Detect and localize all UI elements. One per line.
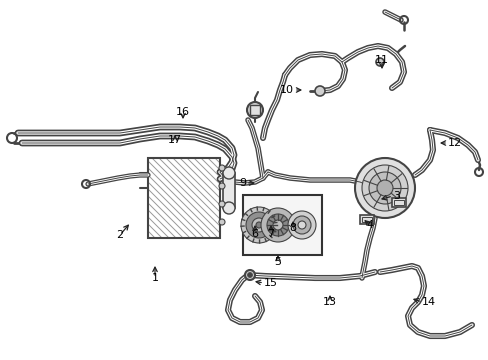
Circle shape bbox=[354, 158, 414, 218]
Text: 2: 2 bbox=[116, 230, 123, 240]
Circle shape bbox=[376, 180, 392, 196]
Text: 5: 5 bbox=[274, 257, 281, 267]
Circle shape bbox=[244, 270, 254, 280]
Text: 10: 10 bbox=[280, 85, 293, 95]
Text: 1: 1 bbox=[151, 273, 158, 283]
Bar bbox=[249, 105, 260, 115]
Circle shape bbox=[292, 216, 310, 234]
Circle shape bbox=[297, 221, 305, 229]
Circle shape bbox=[361, 165, 407, 211]
Circle shape bbox=[245, 212, 271, 238]
Bar bbox=[391, 198, 405, 207]
Bar bbox=[243, 195, 321, 255]
Circle shape bbox=[256, 222, 262, 228]
Text: 16: 16 bbox=[176, 107, 190, 117]
Text: 6: 6 bbox=[251, 229, 258, 239]
Bar bbox=[223, 173, 235, 208]
Circle shape bbox=[241, 207, 276, 243]
Circle shape bbox=[246, 102, 263, 118]
Text: 11: 11 bbox=[374, 55, 388, 65]
Text: 14: 14 bbox=[421, 297, 435, 307]
Circle shape bbox=[375, 58, 383, 66]
Bar bbox=[359, 215, 373, 224]
Circle shape bbox=[272, 220, 283, 230]
Bar bbox=[361, 217, 371, 222]
Circle shape bbox=[219, 201, 224, 207]
Text: 17: 17 bbox=[167, 135, 182, 145]
Text: 15: 15 bbox=[264, 278, 278, 288]
Circle shape bbox=[223, 167, 235, 179]
Circle shape bbox=[219, 183, 224, 189]
Circle shape bbox=[314, 86, 325, 96]
Text: 13: 13 bbox=[323, 297, 336, 307]
Text: 4: 4 bbox=[366, 220, 373, 230]
Circle shape bbox=[251, 218, 265, 232]
Text: 12: 12 bbox=[447, 138, 461, 148]
Circle shape bbox=[287, 211, 315, 239]
Text: 8: 8 bbox=[289, 223, 296, 233]
Circle shape bbox=[266, 214, 288, 236]
Text: 7: 7 bbox=[267, 229, 274, 239]
Circle shape bbox=[368, 172, 400, 204]
Bar bbox=[393, 200, 403, 205]
Circle shape bbox=[219, 219, 224, 225]
Circle shape bbox=[219, 165, 224, 171]
Bar bbox=[148, 158, 220, 238]
Text: 9: 9 bbox=[238, 178, 245, 188]
Text: 3: 3 bbox=[392, 191, 399, 201]
Circle shape bbox=[261, 208, 294, 242]
Circle shape bbox=[247, 273, 252, 278]
Circle shape bbox=[223, 202, 235, 214]
